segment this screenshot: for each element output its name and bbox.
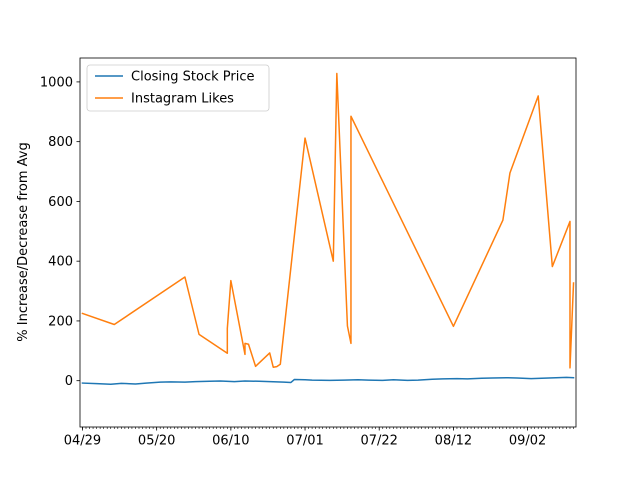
series-line-1 [81, 72, 575, 369]
axes: 0 200 400 600 800 1000 04/29 05/20 06/10 07/01 07/… [40, 57, 577, 449]
x-tick-label: 05/20 [138, 434, 175, 449]
x-tick-label: 04/29 [64, 434, 101, 449]
y-axis-label: % Increase/Decrease from Avg [16, 142, 31, 341]
y-tick-label: 800 [48, 135, 73, 150]
x-tick-label: 08/12 [435, 434, 472, 449]
y-tick-label: 400 [48, 255, 73, 270]
legend: Closing Stock Price Instagram Likes [86, 64, 270, 112]
x-tick-label: 07/22 [360, 434, 397, 449]
x-tick-label: 09/02 [509, 434, 546, 449]
y-tick-label: 600 [48, 195, 73, 210]
legend-label: Closing Stock Price [131, 70, 254, 85]
y-tick-label: 1000 [40, 75, 73, 90]
x-tick-label: 07/01 [286, 434, 323, 449]
x-tick-label: 06/10 [212, 434, 249, 449]
y-tick-label: 0 [65, 374, 73, 389]
plot-frame [79, 57, 577, 428]
y-tick-label: 200 [48, 314, 73, 329]
series-line-0 [81, 376, 575, 386]
legend-box [86, 64, 270, 112]
plot-lines [81, 72, 575, 386]
legend-label: Instagram Likes [131, 92, 234, 107]
